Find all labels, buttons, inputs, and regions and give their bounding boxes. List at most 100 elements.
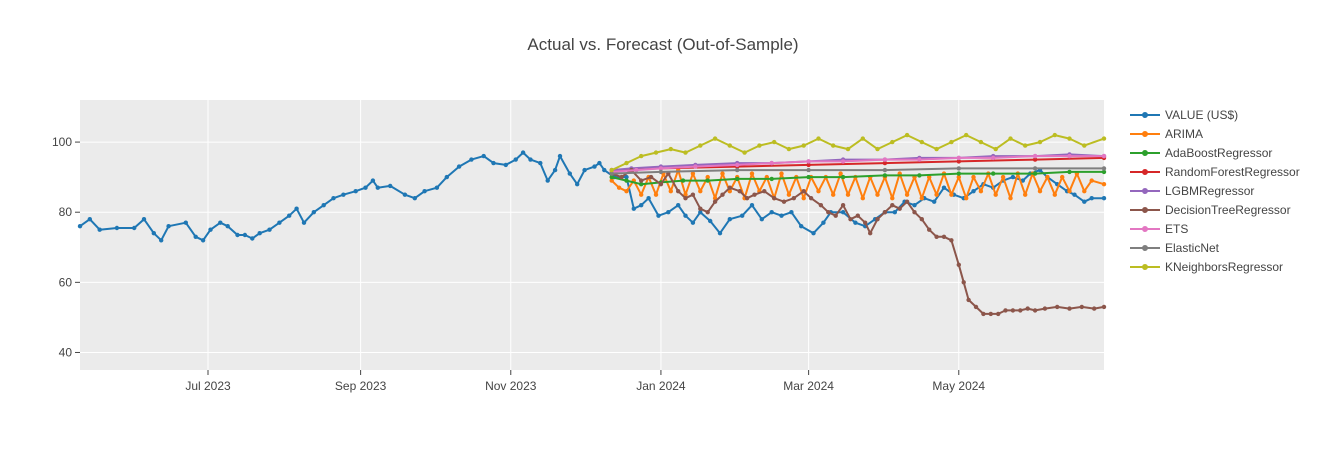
data-point — [513, 157, 518, 162]
data-point — [1032, 171, 1038, 176]
legend-item[interactable]: DecisionTreeRegressor — [1130, 203, 1291, 217]
data-point — [991, 171, 996, 176]
data-point — [698, 210, 703, 215]
data-point — [956, 262, 961, 267]
data-point — [218, 220, 223, 225]
data-point — [200, 238, 206, 243]
legend[interactable]: VALUE (US$) ARIMA AdaBoostRegressor RandomF… — [1130, 108, 1300, 274]
data-point — [680, 178, 686, 183]
data-point — [1101, 169, 1107, 175]
data-point — [166, 224, 171, 229]
data-point — [698, 206, 703, 211]
legend-item[interactable]: ElasticNet — [1130, 241, 1220, 255]
legend-item[interactable]: AdaBoostRegressor — [1130, 146, 1272, 160]
data-point — [949, 238, 954, 243]
data-point — [779, 213, 784, 218]
data-point — [838, 171, 843, 176]
data-point — [97, 227, 102, 232]
data-point — [1052, 192, 1058, 197]
data-point — [934, 192, 939, 197]
data-point — [808, 196, 814, 201]
data-point — [609, 178, 614, 183]
data-point — [821, 220, 826, 225]
data-point — [1067, 136, 1072, 141]
data-point — [705, 178, 710, 183]
data-point — [1101, 196, 1107, 201]
legend-swatch-marker — [1142, 169, 1148, 175]
data-point — [740, 213, 745, 218]
data-point — [235, 232, 240, 238]
legend-swatch-marker — [1142, 226, 1148, 232]
data-point — [966, 297, 971, 303]
data-point — [301, 220, 307, 225]
data-point — [653, 192, 659, 197]
data-point — [1052, 132, 1058, 138]
data-point — [919, 217, 924, 222]
x-tick-label: Jul 2023 — [185, 379, 231, 393]
y-tick-label: 100 — [52, 135, 72, 149]
data-point — [683, 196, 688, 201]
data-point — [941, 234, 947, 239]
x-tick-label: May 2024 — [932, 379, 985, 393]
data-point — [666, 210, 671, 215]
data-point — [956, 171, 961, 176]
data-point — [875, 217, 880, 222]
data-point — [735, 162, 740, 168]
series-ets — [609, 153, 1107, 175]
data-point — [1101, 153, 1107, 159]
data-point — [801, 189, 806, 194]
data-point — [183, 220, 188, 225]
legend-item[interactable]: ETS — [1130, 222, 1188, 236]
data-point — [575, 182, 580, 187]
data-point — [639, 153, 644, 159]
data-point — [996, 311, 1001, 317]
chart-title: Actual vs. Forecast (Out-of-Sample) — [527, 35, 798, 54]
legend-label: DecisionTreeRegressor — [1165, 203, 1291, 217]
legend-item[interactable]: LGBMRegressor — [1130, 184, 1254, 198]
data-point — [806, 167, 811, 173]
data-point — [87, 217, 93, 222]
legend-swatch-marker — [1142, 112, 1148, 118]
data-point — [919, 196, 924, 201]
legend-label: RandomForestRegressor — [1165, 165, 1300, 179]
data-point — [860, 136, 865, 141]
data-point — [668, 189, 673, 194]
data-point — [582, 167, 587, 173]
data-point — [799, 224, 804, 229]
data-point — [956, 159, 961, 164]
data-point — [818, 203, 824, 208]
data-point — [892, 210, 897, 215]
data-point — [934, 234, 939, 239]
data-point — [949, 139, 954, 145]
data-point — [242, 232, 248, 238]
legend-item[interactable]: KNeighborsRegressor — [1130, 260, 1283, 274]
data-point — [840, 159, 846, 164]
data-point — [277, 220, 282, 225]
grid-lines — [80, 100, 1104, 370]
data-point — [353, 189, 358, 194]
data-point — [77, 224, 83, 229]
data-point — [757, 143, 762, 148]
data-point — [1082, 143, 1087, 148]
legend-item[interactable]: VALUE (US$) — [1130, 108, 1238, 122]
legend-item[interactable]: RandomForestRegressor — [1130, 165, 1300, 179]
data-point — [225, 224, 230, 229]
data-point — [744, 196, 750, 201]
legend-swatch-marker — [1142, 188, 1148, 194]
data-point — [727, 143, 732, 148]
data-point — [912, 210, 917, 215]
data-point — [444, 174, 449, 180]
data-point — [961, 280, 966, 285]
data-point — [727, 217, 732, 222]
data-point — [1082, 199, 1087, 204]
data-point — [919, 139, 924, 145]
legend-label: LGBMRegressor — [1165, 184, 1254, 198]
data-point — [698, 189, 703, 194]
data-point — [956, 155, 961, 161]
legend-item[interactable]: ARIMA — [1130, 127, 1203, 141]
data-point — [1022, 143, 1028, 148]
data-point — [456, 164, 462, 169]
data-point — [676, 189, 681, 194]
data-point — [619, 174, 624, 180]
